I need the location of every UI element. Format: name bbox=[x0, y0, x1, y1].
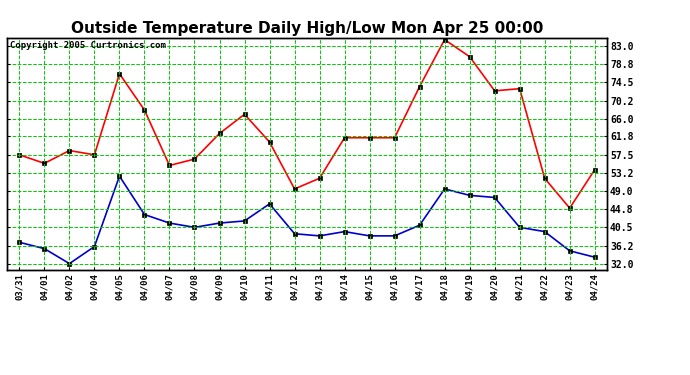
Text: Copyright 2005 Curtronics.com: Copyright 2005 Curtronics.com bbox=[10, 41, 166, 50]
Title: Outside Temperature Daily High/Low Mon Apr 25 00:00: Outside Temperature Daily High/Low Mon A… bbox=[71, 21, 543, 36]
